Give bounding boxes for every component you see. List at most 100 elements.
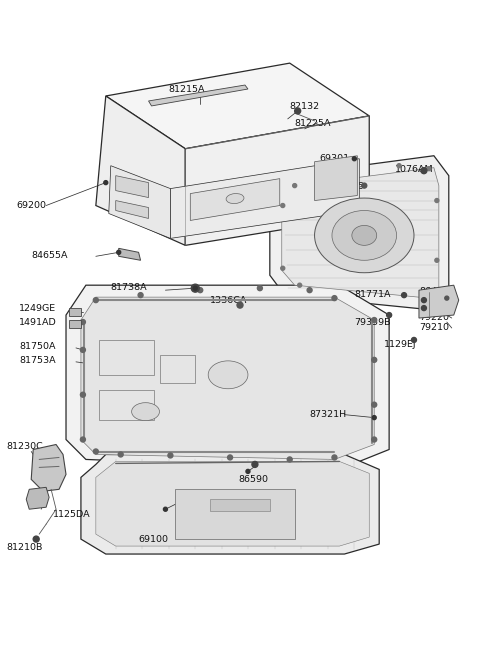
Circle shape <box>372 437 377 442</box>
Polygon shape <box>81 297 374 459</box>
Polygon shape <box>282 168 439 298</box>
Circle shape <box>445 296 449 300</box>
Text: 1336CA: 1336CA <box>210 296 248 304</box>
Circle shape <box>81 392 85 397</box>
Circle shape <box>352 157 356 161</box>
Text: 81215A: 81215A <box>168 85 205 94</box>
Text: 1129EJ: 1129EJ <box>384 340 417 350</box>
Circle shape <box>246 470 250 474</box>
Text: 69200: 69200 <box>16 201 46 210</box>
Circle shape <box>427 167 431 171</box>
Circle shape <box>93 449 98 454</box>
Bar <box>99 340 154 375</box>
Circle shape <box>104 180 108 184</box>
Polygon shape <box>26 487 49 509</box>
Circle shape <box>427 293 431 297</box>
Text: 81230C: 81230C <box>6 442 43 451</box>
Polygon shape <box>119 249 141 260</box>
Ellipse shape <box>132 403 159 420</box>
Polygon shape <box>66 285 389 470</box>
Ellipse shape <box>226 194 244 203</box>
Circle shape <box>252 461 258 468</box>
Text: 84655A: 84655A <box>31 251 68 260</box>
Circle shape <box>117 251 120 255</box>
Circle shape <box>81 348 85 352</box>
Circle shape <box>435 199 439 203</box>
Circle shape <box>332 455 337 460</box>
Text: 79220: 79220 <box>419 312 449 321</box>
Ellipse shape <box>314 198 414 273</box>
Circle shape <box>372 318 377 323</box>
Ellipse shape <box>352 226 377 245</box>
Text: 86590: 86590 <box>238 475 268 484</box>
Text: 79359B: 79359B <box>354 318 391 327</box>
Circle shape <box>411 337 417 342</box>
Text: 81225A: 81225A <box>295 119 331 129</box>
Circle shape <box>257 285 263 291</box>
Circle shape <box>81 319 85 325</box>
Text: 79210: 79210 <box>419 323 449 333</box>
Polygon shape <box>148 85 248 106</box>
Circle shape <box>372 402 377 407</box>
Circle shape <box>402 293 407 298</box>
Circle shape <box>228 455 232 460</box>
Polygon shape <box>106 63 369 149</box>
Circle shape <box>318 180 322 184</box>
Text: 1076AM: 1076AM <box>395 165 434 174</box>
Text: 1249GE: 1249GE <box>19 304 57 313</box>
Polygon shape <box>31 445 66 491</box>
Polygon shape <box>69 320 81 328</box>
Circle shape <box>332 296 337 300</box>
Polygon shape <box>314 155 357 201</box>
Circle shape <box>295 108 300 114</box>
Circle shape <box>237 302 243 308</box>
Circle shape <box>281 266 285 270</box>
Circle shape <box>435 258 439 262</box>
Circle shape <box>372 416 376 420</box>
Ellipse shape <box>208 361 248 389</box>
Polygon shape <box>210 499 270 511</box>
Circle shape <box>198 288 203 293</box>
Polygon shape <box>170 159 360 238</box>
Polygon shape <box>185 116 369 245</box>
Ellipse shape <box>332 211 396 260</box>
Polygon shape <box>109 166 170 238</box>
Polygon shape <box>116 201 148 218</box>
Circle shape <box>421 306 426 310</box>
Text: 81750A: 81750A <box>19 342 56 352</box>
Text: 1491AD: 1491AD <box>19 318 57 327</box>
Circle shape <box>298 283 301 287</box>
Circle shape <box>93 298 98 302</box>
Text: 69301: 69301 <box>320 154 349 163</box>
Circle shape <box>81 437 85 442</box>
Polygon shape <box>69 308 81 316</box>
Circle shape <box>192 284 199 292</box>
Text: 81753A: 81753A <box>19 356 56 365</box>
Circle shape <box>138 293 143 298</box>
Text: 81210B: 81210B <box>6 543 43 552</box>
Polygon shape <box>190 178 280 220</box>
Polygon shape <box>96 96 185 245</box>
Circle shape <box>307 288 312 293</box>
Circle shape <box>168 453 173 458</box>
Text: 82132: 82132 <box>290 102 320 112</box>
Circle shape <box>287 457 292 462</box>
Circle shape <box>421 168 427 174</box>
Polygon shape <box>270 155 449 310</box>
Text: 69100: 69100 <box>139 535 168 544</box>
Circle shape <box>421 298 426 302</box>
Text: 81771A: 81771A <box>354 290 391 298</box>
Text: 86434: 86434 <box>419 287 449 296</box>
Polygon shape <box>419 285 459 318</box>
Polygon shape <box>175 489 295 539</box>
Text: 87321H: 87321H <box>310 410 347 419</box>
Text: 1125DA: 1125DA <box>53 510 91 519</box>
Circle shape <box>281 203 285 207</box>
Circle shape <box>397 164 401 168</box>
Text: 86925: 86925 <box>335 182 364 191</box>
Circle shape <box>118 452 123 457</box>
Circle shape <box>164 507 168 511</box>
Circle shape <box>225 372 231 378</box>
Circle shape <box>193 286 197 290</box>
Circle shape <box>362 183 367 188</box>
